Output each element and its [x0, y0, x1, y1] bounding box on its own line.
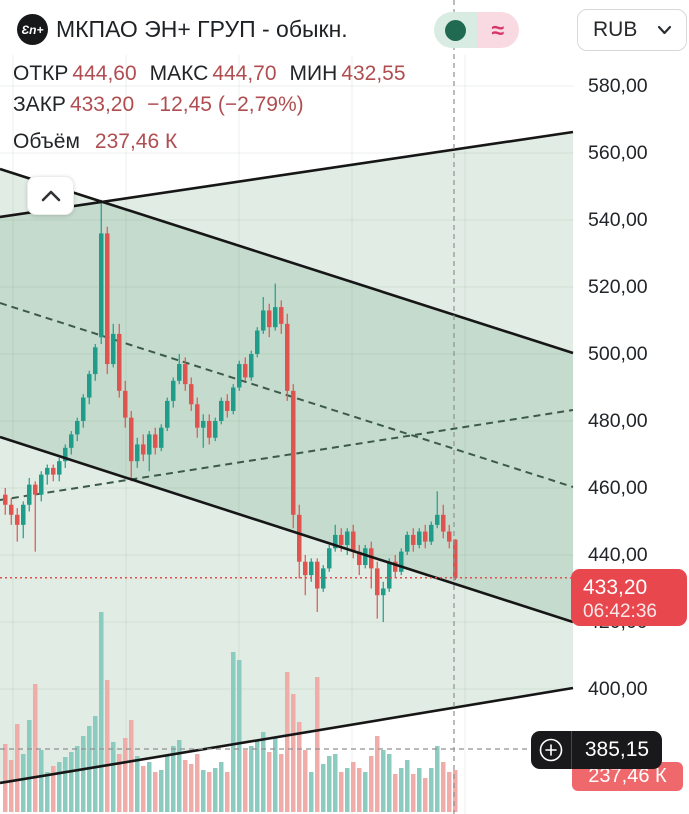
price-axis-label: 440,00	[588, 544, 648, 566]
open-label: ОТКР	[13, 62, 69, 85]
price-axis-label: 560,00	[588, 142, 648, 164]
change-value: −12,45 (−2,79%)	[147, 93, 304, 116]
circle-plus-icon[interactable]	[531, 737, 571, 763]
low-value: 432,55	[341, 62, 406, 85]
price-axis-label: 460,00	[588, 477, 648, 499]
currency-value: RUB	[593, 18, 638, 41]
last-price-time: 06:42:36	[583, 601, 657, 622]
open-value: 444,60	[72, 62, 137, 85]
ohlc-row-2: ЗАКР 433,20 −12,45 (−2,79%)	[13, 93, 304, 117]
volume-row: Объём 237,46 К	[13, 130, 177, 154]
high-value: 444,70	[212, 62, 277, 85]
chevron-up-icon	[41, 190, 60, 201]
toggle-candles-option[interactable]	[434, 12, 477, 48]
chart-style-toggle[interactable]: ≈	[434, 12, 519, 48]
collapse-panel-button[interactable]	[27, 176, 74, 215]
ohlc-row-1: ОТКР 444,60 МАКС 444,70 МИН 432,55	[13, 62, 406, 86]
wave-icon: ≈	[491, 16, 505, 43]
price-axis-label: 480,00	[588, 410, 648, 432]
crosshair-price-badge[interactable]: 385,15	[531, 731, 662, 769]
toggle-line-option[interactable]: ≈	[476, 12, 519, 48]
price-axis-label: 500,00	[588, 343, 648, 365]
close-value: 433,20	[69, 93, 135, 116]
last-price-badge: 433,20 06:42:36	[571, 569, 687, 626]
volume-value: 237,46 К	[94, 130, 178, 153]
crosshair-value: 385,15	[584, 738, 650, 761]
price-axis-label: 540,00	[588, 209, 648, 231]
last-price-value: 433,20	[583, 576, 648, 599]
high-label: МАКС	[149, 62, 209, 85]
currency-select[interactable]: RUB	[577, 9, 687, 51]
volume-label: Объём	[13, 130, 80, 153]
price-axis-label: 520,00	[588, 276, 648, 298]
badge-divider	[571, 731, 572, 769]
price-axis-label: 580,00	[588, 75, 648, 97]
instrument-title: МКПАО ЭН+ ГРУП - обыкн.	[56, 16, 348, 42]
low-label: МИН	[289, 62, 338, 85]
chevron-down-icon	[657, 25, 672, 35]
price-axis-label: 400,00	[588, 678, 648, 700]
enplus-logo-icon: Ɛn+	[17, 14, 48, 45]
dot-icon	[444, 19, 466, 41]
close-label: ЗАКР	[13, 93, 66, 116]
